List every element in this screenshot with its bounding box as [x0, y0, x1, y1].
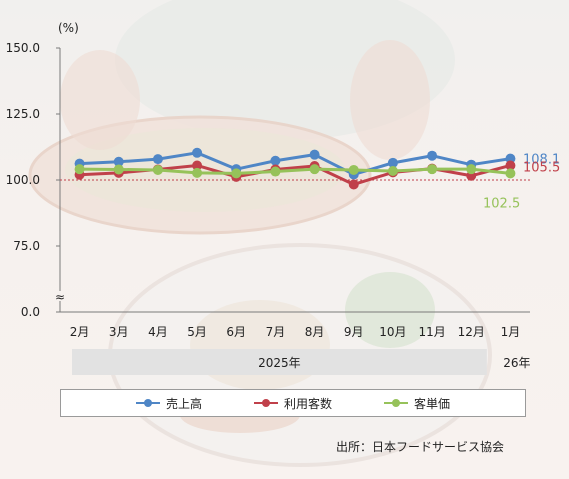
- data-point: [505, 153, 516, 164]
- data-point: [113, 164, 124, 175]
- data-point: [387, 166, 398, 177]
- y-unit-label: (%): [58, 21, 79, 35]
- x-tick-label: 3月: [109, 325, 129, 339]
- series-line-1: [79, 151, 511, 176]
- data-point: [192, 167, 203, 178]
- legend-item: 売上高: [135, 395, 202, 412]
- x-tick-label: 6月: [226, 325, 246, 339]
- legend-label: 利用客数: [283, 396, 332, 411]
- y-tick-label: 75.0: [13, 239, 40, 253]
- data-point: [505, 168, 516, 179]
- x-tick-label: 4月: [148, 325, 168, 339]
- source-note: 出所：日本フードサービス協会: [336, 440, 505, 454]
- x-tick-label: 2月: [70, 325, 90, 339]
- y-tick-label: 150.0: [6, 41, 40, 55]
- end-value-label: 102.5: [483, 196, 520, 211]
- data-point: [192, 160, 203, 171]
- data-point: [231, 168, 242, 179]
- data-point: [270, 166, 281, 177]
- data-point: [113, 156, 124, 167]
- end-value-label: 108.1: [523, 153, 560, 168]
- y-tick-label: 125.0: [6, 107, 40, 121]
- y-tick-label: 100.0: [6, 173, 40, 187]
- data-point: [348, 164, 359, 175]
- legend-swatch: [253, 398, 278, 408]
- x-tick-label: 12月: [458, 325, 485, 339]
- legend-swatch: [135, 398, 160, 408]
- data-point: [309, 149, 320, 160]
- x-tick-label: 10月: [379, 325, 406, 339]
- data-point: [152, 164, 163, 175]
- axis-break-icon: ≈: [55, 290, 65, 304]
- data-point: [309, 164, 320, 175]
- legend-label: 売上高: [165, 396, 202, 411]
- legend-item: 利用客数: [253, 395, 332, 412]
- legend-label: 客単価: [414, 396, 451, 411]
- data-point: [387, 157, 398, 168]
- data-point: [74, 164, 85, 175]
- data-point: [466, 164, 477, 175]
- year-label: 26年: [503, 356, 530, 370]
- data-point: [152, 154, 163, 165]
- y-tick-label: 0.0: [21, 305, 40, 319]
- x-tick-label: 11月: [418, 325, 445, 339]
- legend-swatch: [384, 398, 408, 408]
- x-tick-label: 7月: [266, 325, 286, 339]
- data-point: [192, 147, 203, 158]
- x-tick-label: 9月: [344, 325, 364, 339]
- data-point: [505, 160, 516, 171]
- data-point: [348, 179, 359, 190]
- data-point: [427, 164, 438, 175]
- year-band: [72, 349, 487, 375]
- x-tick-label: 8月: [305, 325, 325, 339]
- x-tick-label: 1月: [501, 325, 521, 339]
- series-line-3: [79, 167, 511, 175]
- data-point: [427, 150, 438, 161]
- end-value-label: 105.5: [523, 160, 560, 175]
- x-tick-label: 5月: [187, 325, 207, 339]
- axis-break-mask: [54, 291, 66, 301]
- data-point: [270, 155, 281, 166]
- year-label: 2025年: [258, 356, 301, 370]
- legend: 売上高 利用客数 客単価: [60, 389, 526, 417]
- legend-item: 客単価: [384, 395, 450, 412]
